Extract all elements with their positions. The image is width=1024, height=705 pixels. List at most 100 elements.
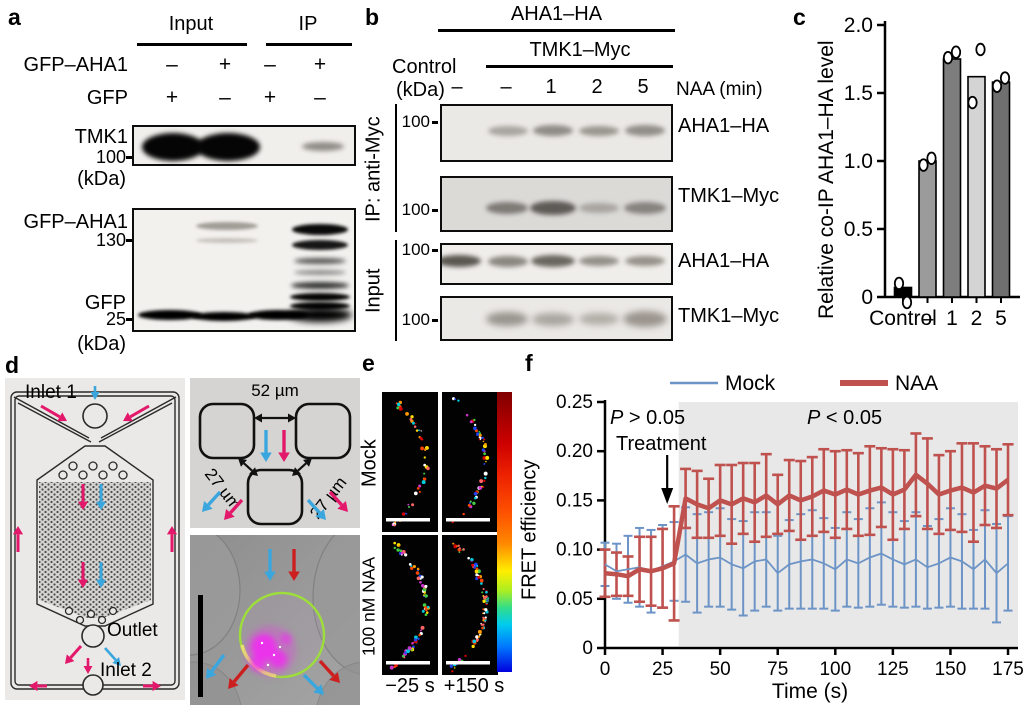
lane-sign: + — [157, 86, 187, 110]
data-point — [944, 52, 952, 64]
blot-band — [625, 256, 665, 266]
marker-tick — [126, 318, 132, 321]
data-point — [919, 159, 927, 171]
data-point — [968, 97, 976, 109]
marker-tick — [432, 249, 438, 252]
blot-b-ip-aha1 — [440, 104, 673, 162]
data-point — [903, 297, 911, 309]
svg-text:100: 100 — [819, 659, 851, 680]
fret-image-naa-pre — [382, 535, 438, 675]
blot-band — [290, 293, 350, 301]
fret-image-naa-post — [442, 535, 498, 675]
lane-sign: + — [210, 53, 240, 77]
data-point — [976, 44, 984, 56]
marker-tick — [432, 121, 438, 124]
fret-colorbar — [497, 392, 512, 672]
marker-100: 100 — [396, 112, 430, 132]
lane-label: – — [491, 76, 521, 99]
gap-52um-label: 52 µm — [251, 381, 299, 400]
blot-b-ip-tmk1 — [440, 176, 673, 232]
blot-band — [488, 256, 528, 267]
header-underline — [486, 65, 673, 68]
blot-band — [294, 258, 346, 264]
svg-text:0.25: 0.25 — [556, 392, 593, 413]
bar-1 — [919, 161, 936, 297]
svg-text:0.10: 0.10 — [556, 540, 593, 561]
blot-band — [291, 282, 349, 289]
blot-b-input-aha1 — [440, 243, 673, 285]
timepoint-label-post: +150 s — [436, 675, 512, 698]
p-left-annotation: P > 0.05 — [610, 407, 685, 429]
kda-label: (kDa) — [40, 333, 126, 356]
blot-band — [440, 255, 481, 267]
blot-band — [294, 270, 346, 275]
marker-100: 100 — [60, 147, 126, 168]
blot-band — [292, 224, 348, 235]
blot-band — [579, 313, 619, 325]
lane-label: 1 — [536, 76, 566, 99]
lane-sign: – — [157, 53, 187, 77]
svg-text:25: 25 — [652, 659, 673, 680]
treatment-arrow — [661, 488, 673, 504]
bar-2 — [944, 59, 961, 297]
legend-label-naa: NAA — [895, 372, 938, 395]
row-label-gfp: GFP — [0, 87, 128, 110]
lane-sign: + — [305, 53, 335, 77]
pillar-spacing-diagram: 52 µm 27 µm 27 µm — [190, 378, 360, 528]
lane-sign: – — [255, 53, 285, 77]
bar-category-label: – — [922, 307, 934, 330]
outlet-label: Outlet — [107, 620, 158, 642]
marker-130: 130 — [60, 230, 126, 251]
pillar-square — [248, 470, 302, 524]
blot-band — [302, 142, 344, 151]
header-underline — [438, 29, 675, 32]
group-header-input: Input — [136, 13, 246, 36]
svg-text:50: 50 — [710, 659, 731, 680]
marker-tick — [126, 156, 132, 159]
figure: a Input IP GFP–AHA1 – + – + GFP + – + – … — [0, 0, 1024, 705]
blot-band — [196, 222, 258, 230]
blot-a-tmk1 — [132, 125, 356, 166]
svg-text:2.0: 2.0 — [844, 14, 873, 37]
legend-label-mock: Mock — [725, 372, 776, 395]
pillar-array — [39, 482, 151, 618]
panel-a-label: a — [8, 4, 21, 31]
fret-image-mock-post — [442, 392, 498, 532]
svg-text:125: 125 — [877, 659, 909, 680]
blot-band — [196, 238, 258, 243]
group-header-ip: IP — [264, 13, 352, 36]
kda-label: (kDa) — [40, 168, 126, 191]
input-underline — [137, 43, 247, 46]
treatment-annotation: Treatment — [616, 433, 707, 455]
blot-band — [532, 313, 574, 326]
bar-category-label: 1 — [946, 307, 958, 330]
lane-label: 2 — [582, 76, 612, 99]
panel-b-label: b — [365, 4, 379, 31]
blot-band — [486, 312, 528, 326]
blot-band — [531, 255, 575, 267]
ip-underline — [266, 43, 352, 46]
fret-image-mock-pre — [382, 392, 438, 532]
svg-text:150: 150 — [935, 659, 967, 680]
blot-a-gfp — [132, 208, 356, 332]
svg-text:175: 175 — [992, 659, 1024, 680]
svg-text:0: 0 — [582, 638, 593, 659]
svg-text:0: 0 — [600, 659, 611, 680]
group-ip-anti-myc: IP: anti-Myc — [362, 104, 386, 234]
data-point — [927, 152, 935, 164]
kda-label: (kDa) — [396, 79, 445, 102]
data-point — [952, 46, 960, 58]
inlet2-label: Inlet 2 — [100, 660, 152, 682]
marker-100: 100 — [396, 310, 430, 330]
marker-tick — [432, 319, 438, 322]
svg-text:0.15: 0.15 — [556, 490, 593, 511]
panel-d-label: d — [5, 352, 19, 379]
header-tmk1-myc: TMK1–Myc — [487, 39, 673, 62]
blot-band — [623, 311, 667, 327]
marker-tick — [126, 239, 132, 242]
data-point — [1001, 72, 1009, 84]
row-label-gfp-aha1: GFP–AHA1 — [0, 54, 128, 77]
bar-category-label: 5 — [995, 307, 1007, 330]
data-point — [895, 278, 903, 290]
blot-band — [288, 308, 352, 322]
